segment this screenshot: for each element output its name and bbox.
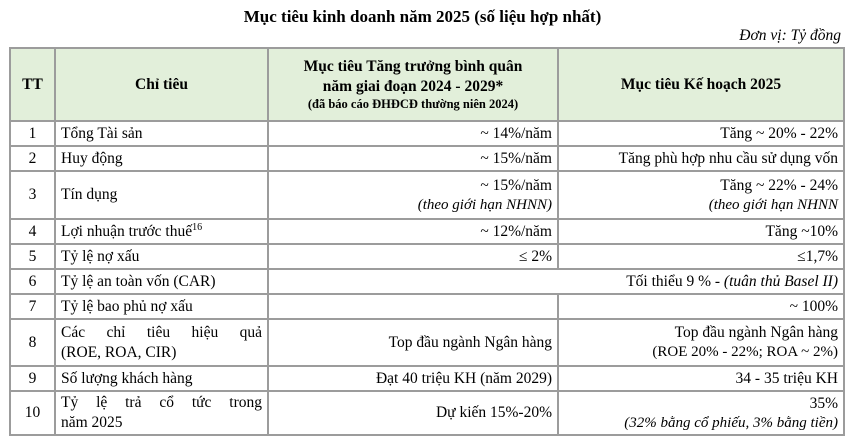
- table-row-4: 4 Lợi nhuận trước thuế16 ~ 12%/năm Tăng …: [9, 218, 845, 245]
- cell-indicator: Tỷ lệ trả cổ tức trong năm 2025: [54, 390, 269, 436]
- table-row-10: 10 Tỷ lệ trả cổ tức trong năm 2025 Dự ki…: [9, 390, 845, 436]
- table-row-2: 2 Huy động ~ 15%/năm Tăng phù hợp nhu cầ…: [9, 145, 845, 172]
- indicator-line2: năm 2025: [61, 414, 123, 431]
- targets-table: TT Chỉ tiêu Mục tiêu Tăng trưởng bình qu…: [9, 47, 845, 436]
- unit-label: Đơn vị: Tỷ đồng: [739, 27, 841, 44]
- cell-growth-target: ≤ 2%: [267, 243, 559, 270]
- plan-value: Top đầu ngành Ngân hàng: [674, 324, 838, 341]
- cell-plan-2025: Top đầu ngành Ngân hàng (ROE 20% - 22%; …: [557, 318, 845, 367]
- cell-indicator: Huy động: [54, 145, 269, 172]
- indicator-line1: Tỷ lệ trả cổ tức trong: [61, 394, 262, 411]
- cell-tt: 3: [9, 170, 56, 220]
- cell-growth-target: Đạt 40 triệu KH (năm 2029): [267, 365, 559, 392]
- footnote-ref: 16: [192, 221, 203, 233]
- indicator-line1: Các chỉ tiêu hiệu quả: [61, 323, 262, 341]
- cell-plan-2025: ≤1,7%: [557, 243, 845, 270]
- plan-note: (32% bằng cổ phiếu, 3% bằng tiền): [624, 414, 838, 431]
- cell-indicator: Tổng Tài sản: [54, 120, 269, 147]
- table-row-7: 7 Tỷ lệ bao phủ nợ xấu ~ 100%: [9, 293, 845, 320]
- cell-growth-target: Dự kiến 15%-20%: [267, 390, 559, 436]
- cell-indicator: Tỷ lệ an toàn vốn (CAR): [54, 268, 269, 295]
- table-row-6: 6 Tỷ lệ an toàn vốn (CAR) Tối thiểu 9 % …: [9, 268, 845, 295]
- table-row-5: 5 Tỷ lệ nợ xấu ≤ 2% ≤1,7%: [9, 243, 845, 270]
- indicator-line2: (ROE, ROA, CIR): [61, 343, 177, 361]
- cell-indicator: Số lượng khách hàng: [54, 365, 269, 392]
- cell-tt: 7: [9, 293, 56, 320]
- header-growth-target: Mục tiêu Tăng trưởng bình quân năm giai …: [267, 47, 559, 122]
- cell-tt: 4: [9, 218, 56, 245]
- cell-indicator: Tỷ lệ nợ xấu: [54, 243, 269, 270]
- header-growth-subnote: (đã báo cáo ĐHĐCĐ thường niên 2024): [307, 97, 519, 111]
- cell-tt: 9: [9, 365, 56, 392]
- cell-indicator: Các chỉ tiêu hiệu quả (ROE, ROA, CIR): [54, 318, 269, 367]
- cell-merged-target: Tối thiểu 9 % - (tuân thủ Basel II): [267, 268, 845, 295]
- cell-tt: 5: [9, 243, 56, 270]
- cell-tt: 10: [9, 390, 56, 436]
- header-indicator: Chỉ tiêu: [54, 47, 269, 122]
- cell-plan-2025: 34 - 35 triệu KH: [557, 365, 845, 392]
- cell-plan-2025: 35% (32% bằng cổ phiếu, 3% bằng tiền): [557, 390, 845, 436]
- cell-indicator: Lợi nhuận trước thuế16: [54, 218, 269, 245]
- plan-value: 35%: [809, 394, 838, 412]
- growth-value: ~ 15%/năm: [480, 176, 552, 194]
- cell-indicator: Tín dụng: [54, 170, 269, 220]
- indicator-text: Lợi nhuận trước thuế: [61, 222, 193, 240]
- header-growth-line2: năm giai đoạn 2024 - 2029*: [322, 78, 504, 95]
- cell-growth-target: ~ 15%/năm: [267, 145, 559, 172]
- cell-plan-2025: Tăng ~ 20% - 22%: [557, 120, 845, 147]
- table-header-row: TT Chỉ tiêu Mục tiêu Tăng trưởng bình qu…: [9, 47, 845, 122]
- cell-growth-target: ~ 14%/năm: [267, 120, 559, 147]
- header-growth-line1: Mục tiêu Tăng trưởng bình quân: [303, 58, 523, 75]
- cell-growth-target: ~ 15%/năm (theo giới hạn NHNN): [267, 170, 559, 220]
- growth-note: (theo giới hạn NHNN): [417, 196, 552, 213]
- header-plan-2025: Mục tiêu Kế hoạch 2025: [557, 47, 845, 122]
- cell-tt: 6: [9, 268, 56, 295]
- cell-plan-2025: ~ 100%: [557, 293, 845, 320]
- cell-tt: 2: [9, 145, 56, 172]
- plan-value: Tăng ~ 22% - 24%: [720, 176, 838, 194]
- document-title: Mục tiêu kinh doanh năm 2025 (số liệu hợ…: [243, 7, 602, 26]
- plan-note: (ROE 20% - 22%; ROA ~ 2%): [652, 344, 838, 360]
- header-tt: TT: [9, 47, 56, 122]
- table-row-1: 1 Tổng Tài sản ~ 14%/năm Tăng ~ 20% - 22…: [9, 120, 845, 147]
- cell-growth-target: [267, 293, 559, 320]
- plan-note: (theo giới hạn NHNN: [708, 196, 838, 213]
- cell-indicator: Tỷ lệ bao phủ nợ xấu: [54, 293, 269, 320]
- table-row-8: 8 Các chỉ tiêu hiệu quả (ROE, ROA, CIR) …: [9, 318, 845, 367]
- merged-text: Tối thiểu 9 % -: [626, 272, 724, 290]
- cell-tt: 8: [9, 318, 56, 367]
- cell-plan-2025: Tăng phù hợp nhu cầu sử dụng vốn: [557, 145, 845, 172]
- cell-growth-target: ~ 12%/năm: [267, 218, 559, 245]
- cell-plan-2025: Tăng ~ 22% - 24% (theo giới hạn NHNN: [557, 170, 845, 220]
- cell-tt: 1: [9, 120, 56, 147]
- cell-plan-2025: Tăng ~10%: [557, 218, 845, 245]
- table-row-3: 3 Tín dụng ~ 15%/năm (theo giới hạn NHNN…: [9, 170, 845, 220]
- table-row-9: 9 Số lượng khách hàng Đạt 40 triệu KH (n…: [9, 365, 845, 392]
- merged-note: (tuân thủ Basel II): [723, 272, 838, 290]
- cell-growth-target: Top đầu ngành Ngân hàng: [267, 318, 559, 367]
